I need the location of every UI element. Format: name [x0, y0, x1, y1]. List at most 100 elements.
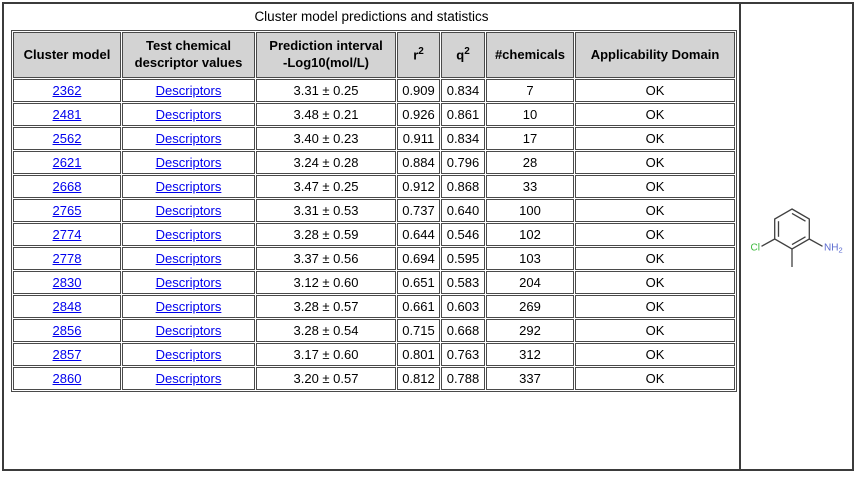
- molecule-structure: Cl NH2: [751, 208, 843, 267]
- descriptors-link[interactable]: Descriptors: [155, 371, 222, 386]
- num-chemicals-value: 33: [486, 175, 574, 198]
- table-row: 2362 Descriptors 3.31 ± 0.25 0.909 0.834…: [13, 79, 735, 102]
- q2-value: 0.603: [441, 295, 485, 318]
- num-chemicals-value: 292: [486, 319, 574, 342]
- descriptors-link[interactable]: Descriptors: [155, 227, 222, 242]
- prediction-interval-value: 3.47 ± 0.25: [256, 175, 396, 198]
- cluster-model-link[interactable]: 2362: [52, 83, 82, 98]
- prediction-interval-value: 3.28 ± 0.57: [256, 295, 396, 318]
- cluster-model-link[interactable]: 2621: [52, 155, 82, 170]
- cluster-model-link[interactable]: 2481: [52, 107, 82, 122]
- num-chemicals-value: 28: [486, 151, 574, 174]
- window-frame: Cluster model predictions and statistics…: [2, 2, 854, 471]
- prediction-interval-value: 3.40 ± 0.23: [256, 127, 396, 150]
- cluster-model-link[interactable]: 2765: [52, 203, 82, 218]
- table-row: 2830 Descriptors 3.12 ± 0.60 0.651 0.583…: [13, 271, 735, 294]
- descriptors-link[interactable]: Descriptors: [155, 83, 222, 98]
- num-chemicals-value: 103: [486, 247, 574, 270]
- descriptors-link[interactable]: Descriptors: [155, 179, 222, 194]
- prediction-interval-value: 3.12 ± 0.60: [256, 271, 396, 294]
- q2-value: 0.546: [441, 223, 485, 246]
- applicability-domain-value: OK: [575, 295, 735, 318]
- applicability-domain-value: OK: [575, 343, 735, 366]
- applicability-domain-value: OK: [575, 367, 735, 390]
- q2-value: 0.583: [441, 271, 485, 294]
- cluster-model-link[interactable]: 2562: [52, 131, 82, 146]
- cluster-model-link[interactable]: 2778: [52, 251, 82, 266]
- applicability-domain-value: OK: [575, 127, 735, 150]
- r2-value: 0.715: [397, 319, 440, 342]
- prediction-interval-value: 3.31 ± 0.53: [256, 199, 396, 222]
- table-row: 2860 Descriptors 3.20 ± 0.57 0.812 0.788…: [13, 367, 735, 390]
- num-chemicals-value: 102: [486, 223, 574, 246]
- q2-value: 0.595: [441, 247, 485, 270]
- table-row: 2562 Descriptors 3.40 ± 0.23 0.911 0.834…: [13, 127, 735, 150]
- cluster-model-link[interactable]: 2830: [52, 275, 82, 290]
- descriptors-link[interactable]: Descriptors: [155, 299, 222, 314]
- num-chemicals-value: 269: [486, 295, 574, 318]
- q2-value: 0.640: [441, 199, 485, 222]
- descriptors-link[interactable]: Descriptors: [155, 203, 222, 218]
- descriptors-link[interactable]: Descriptors: [155, 107, 222, 122]
- applicability-domain-value: OK: [575, 271, 735, 294]
- table-row: 2778 Descriptors 3.37 ± 0.56 0.694 0.595…: [13, 247, 735, 270]
- r2-value: 0.644: [397, 223, 440, 246]
- table-header-row: Cluster model Test chemical descriptor va…: [13, 32, 735, 78]
- applicability-domain-value: OK: [575, 247, 735, 270]
- descriptors-link[interactable]: Descriptors: [155, 155, 222, 170]
- table-row: 2765 Descriptors 3.31 ± 0.53 0.737 0.640…: [13, 199, 735, 222]
- table-row: 2848 Descriptors 3.28 ± 0.57 0.661 0.603…: [13, 295, 735, 318]
- benzene-ring: [761, 208, 823, 267]
- num-chemicals-value: 337: [486, 367, 574, 390]
- applicability-domain-value: OK: [575, 151, 735, 174]
- cluster-model-link[interactable]: 2856: [52, 323, 82, 338]
- descriptors-link[interactable]: Descriptors: [155, 323, 222, 338]
- num-chemicals-value: 17: [486, 127, 574, 150]
- q2-value: 0.834: [441, 127, 485, 150]
- col-header-q2: q2: [441, 32, 485, 78]
- r2-value: 0.912: [397, 175, 440, 198]
- cluster-model-table: Cluster model Test chemical descriptor va…: [11, 30, 737, 392]
- chlorine-label: Cl: [751, 243, 760, 254]
- r2-value: 0.812: [397, 367, 440, 390]
- descriptors-link[interactable]: Descriptors: [155, 347, 222, 362]
- page-title: Cluster model predictions and statistics: [254, 9, 489, 24]
- r2-value: 0.737: [397, 199, 440, 222]
- r2-value: 0.926: [397, 103, 440, 126]
- table-row: 2857 Descriptors 3.17 ± 0.60 0.801 0.763…: [13, 343, 735, 366]
- r2-value: 0.909: [397, 79, 440, 102]
- table-row: 2668 Descriptors 3.47 ± 0.25 0.912 0.868…: [13, 175, 735, 198]
- r2-value: 0.661: [397, 295, 440, 318]
- descriptors-link[interactable]: Descriptors: [155, 131, 222, 146]
- cluster-model-link[interactable]: 2857: [52, 347, 82, 362]
- applicability-domain-value: OK: [575, 175, 735, 198]
- amine-label: NH2: [824, 243, 843, 255]
- prediction-interval-value: 3.24 ± 0.28: [256, 151, 396, 174]
- q2-value: 0.834: [441, 79, 485, 102]
- num-chemicals-value: 7: [486, 79, 574, 102]
- r2-value: 0.694: [397, 247, 440, 270]
- descriptors-link[interactable]: Descriptors: [155, 251, 222, 266]
- r2-value: 0.651: [397, 271, 440, 294]
- q2-value: 0.861: [441, 103, 485, 126]
- num-chemicals-value: 204: [486, 271, 574, 294]
- q2-value: 0.763: [441, 343, 485, 366]
- prediction-interval-value: 3.20 ± 0.57: [256, 367, 396, 390]
- applicability-domain-value: OK: [575, 319, 735, 342]
- cluster-model-link[interactable]: 2668: [52, 179, 82, 194]
- prediction-interval-value: 3.17 ± 0.60: [256, 343, 396, 366]
- q2-value: 0.796: [441, 151, 485, 174]
- r2-value: 0.801: [397, 343, 440, 366]
- cluster-model-link[interactable]: 2860: [52, 371, 82, 386]
- prediction-interval-value: 3.31 ± 0.25: [256, 79, 396, 102]
- prediction-interval-value: 3.28 ± 0.59: [256, 223, 396, 246]
- q2-value: 0.788: [441, 367, 485, 390]
- applicability-domain-value: OK: [575, 199, 735, 222]
- applicability-domain-value: OK: [575, 103, 735, 126]
- col-header-cluster-model: Cluster model: [13, 32, 121, 78]
- cluster-model-link[interactable]: 2848: [52, 299, 82, 314]
- descriptors-link[interactable]: Descriptors: [155, 275, 222, 290]
- r2-value: 0.884: [397, 151, 440, 174]
- cluster-model-link[interactable]: 2774: [52, 227, 82, 242]
- prediction-interval-value: 3.37 ± 0.56: [256, 247, 396, 270]
